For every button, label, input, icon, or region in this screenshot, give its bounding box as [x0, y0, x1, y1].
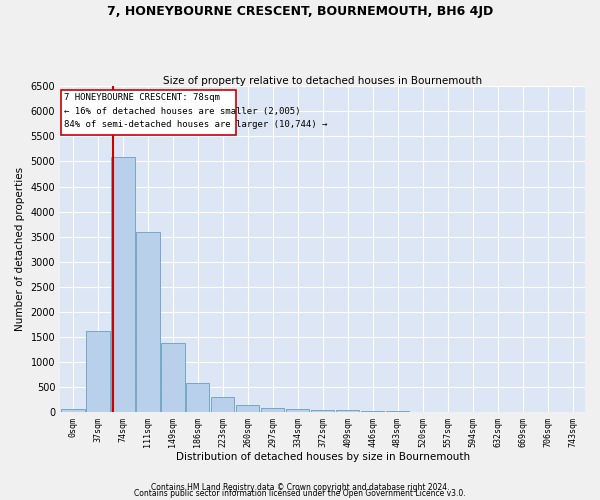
Text: 7 HONEYBOURNE CRESCENT: 78sqm: 7 HONEYBOURNE CRESCENT: 78sqm — [64, 93, 220, 102]
Bar — [261, 408, 284, 412]
Text: ← 16% of detached houses are smaller (2,005): ← 16% of detached houses are smaller (2,… — [64, 107, 301, 116]
Bar — [86, 331, 110, 412]
Bar — [336, 410, 359, 412]
Title: Size of property relative to detached houses in Bournemouth: Size of property relative to detached ho… — [163, 76, 482, 86]
Bar — [236, 405, 259, 412]
Bar — [61, 408, 85, 412]
Bar — [286, 410, 310, 412]
Text: 7, HONEYBOURNE CRESCENT, BOURNEMOUTH, BH6 4JD: 7, HONEYBOURNE CRESCENT, BOURNEMOUTH, BH… — [107, 5, 493, 18]
Y-axis label: Number of detached properties: Number of detached properties — [15, 167, 25, 331]
Bar — [211, 398, 235, 412]
Text: Contains public sector information licensed under the Open Government Licence v3: Contains public sector information licen… — [134, 490, 466, 498]
Text: 84% of semi-detached houses are larger (10,744) →: 84% of semi-detached houses are larger (… — [64, 120, 328, 129]
Bar — [136, 232, 160, 412]
X-axis label: Distribution of detached houses by size in Bournemouth: Distribution of detached houses by size … — [176, 452, 470, 462]
Bar — [161, 343, 185, 412]
Bar — [111, 158, 134, 412]
Bar — [186, 382, 209, 412]
Text: Contains HM Land Registry data © Crown copyright and database right 2024.: Contains HM Land Registry data © Crown c… — [151, 484, 449, 492]
Bar — [361, 411, 385, 412]
FancyBboxPatch shape — [61, 90, 236, 135]
Bar — [311, 410, 334, 412]
